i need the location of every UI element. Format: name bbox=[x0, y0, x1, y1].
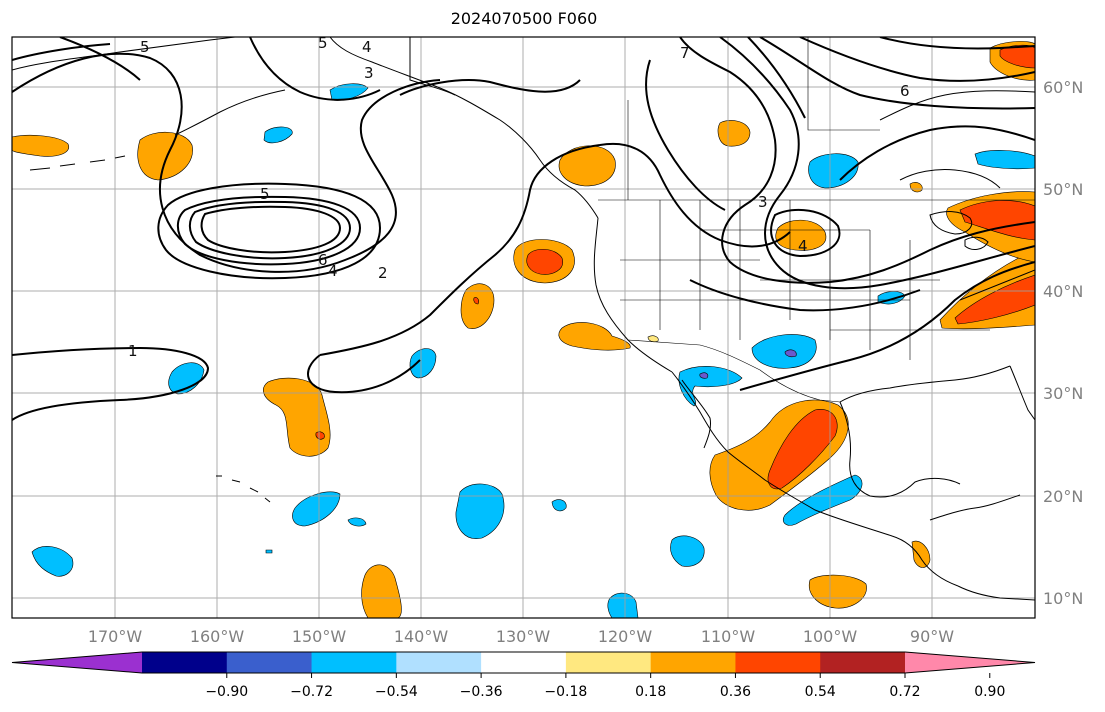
contour-label: 4 bbox=[362, 38, 372, 56]
colorbar-segment bbox=[142, 652, 228, 673]
colorbar-extend-min bbox=[12, 652, 142, 673]
positive-anomaly-patch bbox=[775, 219, 827, 251]
colorbar-segment bbox=[820, 652, 906, 673]
positive-anomaly-patch bbox=[137, 131, 193, 181]
lat-label: 50°N bbox=[1043, 180, 1083, 199]
contour-label: 2 bbox=[378, 264, 388, 282]
lon-label: 130°W bbox=[496, 627, 551, 646]
colorbar-segment bbox=[735, 652, 821, 673]
colorbar-tick-label: −0.90 bbox=[205, 684, 248, 700]
lat-label: 10°N bbox=[1043, 589, 1083, 608]
contour-label: 3 bbox=[364, 64, 374, 82]
lon-label: 120°W bbox=[598, 627, 653, 646]
positive-anomaly-patch bbox=[460, 283, 495, 329]
negative-anomaly-patch bbox=[670, 535, 705, 567]
positive-anomaly-patch bbox=[558, 322, 631, 351]
positive-anomaly-patch bbox=[911, 540, 931, 568]
negative-anomaly-patch bbox=[551, 499, 567, 512]
lat-label: 40°N bbox=[1043, 282, 1083, 301]
contour-label: 3 bbox=[758, 193, 768, 211]
lat-label: 60°N bbox=[1043, 78, 1083, 97]
contour-label: 1 bbox=[128, 342, 138, 360]
positive-anomaly-patch bbox=[361, 564, 402, 618]
lon-label: 150°W bbox=[292, 627, 347, 646]
strong-negative-core bbox=[699, 372, 709, 379]
positive-anomaly-patch bbox=[558, 145, 616, 187]
negative-anomaly-patch bbox=[751, 334, 817, 369]
positive-anomaly-core bbox=[473, 297, 479, 305]
colorbar-tick-label: −0.18 bbox=[544, 684, 587, 700]
colorbar-segment bbox=[226, 652, 313, 673]
negative-anomaly-patch bbox=[265, 549, 273, 554]
positive-anomaly-patch bbox=[717, 120, 751, 147]
positive-anomaly-core bbox=[767, 409, 838, 490]
positive-anomaly-patch bbox=[12, 134, 70, 157]
contour-label: 4 bbox=[798, 237, 808, 255]
colorbar-segment bbox=[650, 652, 736, 673]
colorbar-tick-label: 0.54 bbox=[805, 684, 836, 700]
lon-label: 110°W bbox=[701, 627, 756, 646]
strong-negative-core bbox=[784, 349, 797, 358]
lon-label: 160°W bbox=[190, 627, 245, 646]
positive-anomaly-core bbox=[315, 431, 325, 440]
colorbar-tick-label: 0.90 bbox=[974, 684, 1005, 700]
contour-labels: 5 5 4 3 7 6 5 6 4 2 1 3 4 bbox=[128, 34, 910, 360]
negative-anomaly-patch bbox=[292, 491, 341, 527]
colorbar-tick-label: −0.36 bbox=[460, 684, 503, 700]
positive-anomaly-core bbox=[954, 274, 1035, 325]
contour-label: 6 bbox=[900, 82, 910, 100]
plot-frame bbox=[11, 36, 1036, 619]
colorbar-segment bbox=[481, 652, 567, 673]
colorbar-outline bbox=[11, 651, 1036, 674]
contour-label: 6 bbox=[318, 251, 328, 269]
negative-anomaly-patch bbox=[31, 546, 74, 577]
lat-lon-grid bbox=[12, 37, 1035, 618]
contour-label: 4 bbox=[328, 262, 338, 280]
negative-anomaly-patch bbox=[782, 474, 863, 526]
colorbar-segment bbox=[396, 652, 482, 673]
contour-lines bbox=[12, 37, 1035, 421]
colorbar-extend-max bbox=[905, 652, 1035, 673]
lon-label: 90°W bbox=[910, 627, 954, 646]
negative-anomaly-patch bbox=[974, 150, 1035, 170]
positive-anomaly-core bbox=[999, 44, 1035, 69]
colorbar-tick-label: 0.18 bbox=[635, 684, 666, 700]
coastlines bbox=[12, 37, 1035, 601]
colorbar: −0.90 −0.72 −0.54 −0.36 −0.18 0.18 0.36 0.54 0.7… bbox=[11, 651, 1036, 700]
lon-label: 100°W bbox=[803, 627, 858, 646]
map-title: 2024070500 F060 bbox=[450, 9, 598, 28]
colorbar-tick-label: −0.72 bbox=[290, 684, 333, 700]
colorbar-segment bbox=[565, 652, 652, 673]
negative-anomaly-patch bbox=[263, 126, 293, 144]
positive-anomaly-core bbox=[959, 200, 1035, 241]
contour-label: 5 bbox=[318, 34, 328, 52]
negative-anomaly-patch bbox=[678, 366, 743, 407]
negative-anomaly-patch bbox=[808, 153, 859, 189]
colorbar-segment bbox=[311, 652, 397, 673]
longitude-labels: 170°W 160°W 150°W 140°W 130°W 120°W 110°… bbox=[88, 627, 954, 646]
negative-anomaly-patch bbox=[607, 592, 639, 618]
negative-anomaly-patch bbox=[168, 362, 205, 395]
negative-anomaly-patch bbox=[347, 517, 367, 527]
lon-label: 140°W bbox=[394, 627, 449, 646]
latitude-labels: 60°N 50°N 40°N 30°N 20°N 10°N bbox=[1043, 78, 1083, 608]
lon-label: 170°W bbox=[88, 627, 143, 646]
positive-anomaly-small bbox=[647, 335, 659, 343]
negative-anomaly-patch bbox=[455, 483, 505, 539]
contour-label: 7 bbox=[680, 44, 690, 62]
lat-label: 30°N bbox=[1043, 384, 1083, 403]
colorbar-tick-label: −0.54 bbox=[375, 684, 418, 700]
colorbar-tick-label: 0.36 bbox=[720, 684, 751, 700]
lat-label: 20°N bbox=[1043, 487, 1083, 506]
contour-label: 5 bbox=[260, 185, 270, 203]
contour-label: 5 bbox=[140, 38, 150, 56]
positive-anomaly-core bbox=[526, 249, 563, 275]
colorbar-tick-label: 0.72 bbox=[889, 684, 920, 700]
